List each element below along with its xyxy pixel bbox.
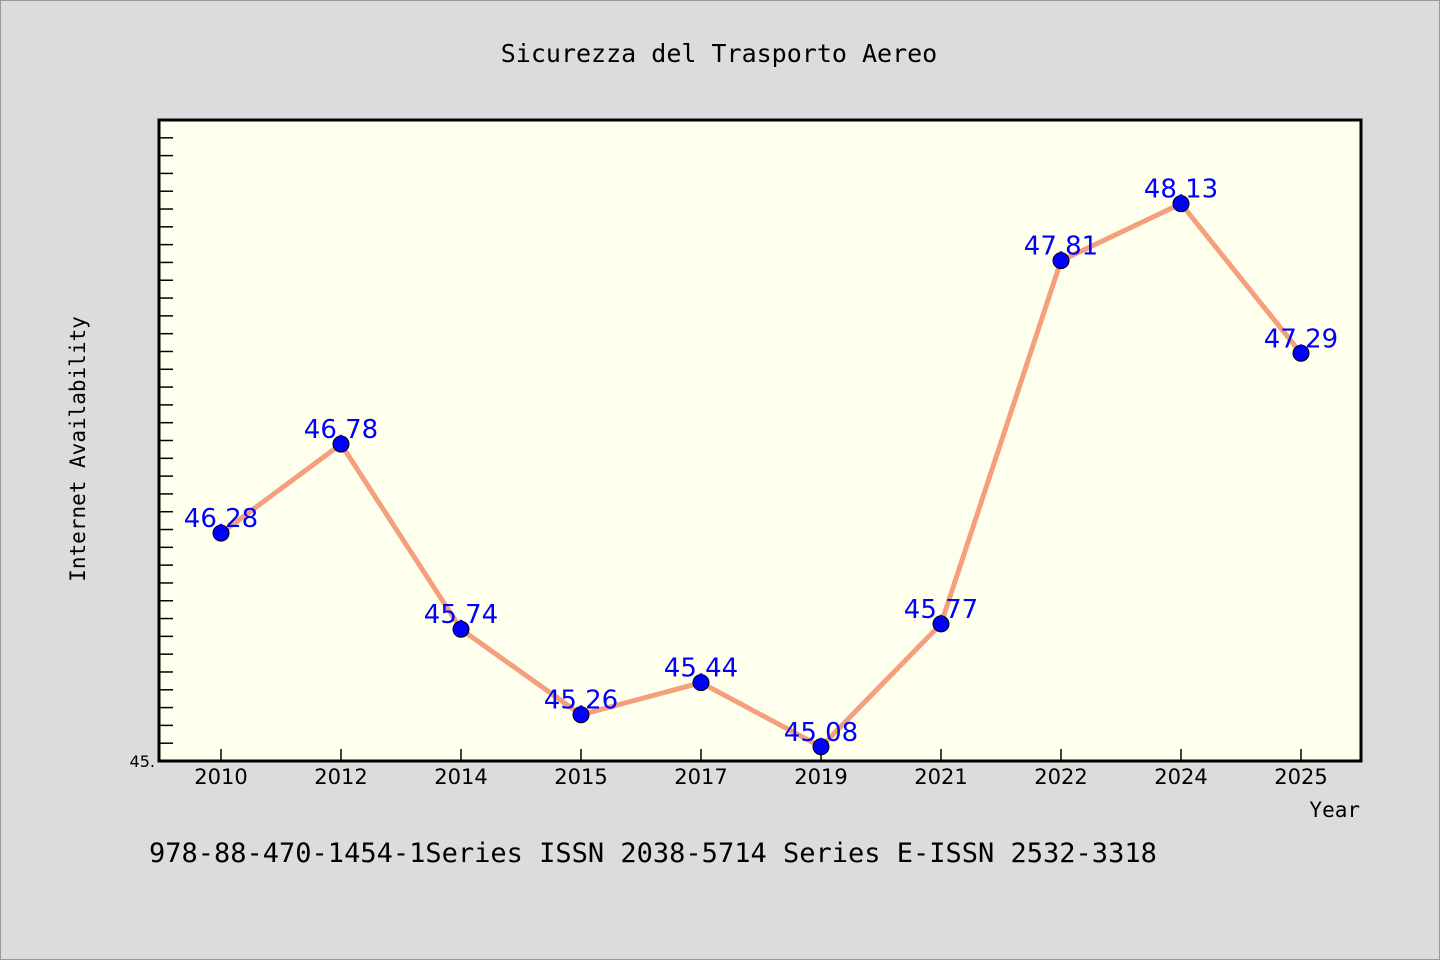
x-tick-label: 2021	[914, 765, 967, 789]
x-tick-label: 2015	[554, 765, 607, 789]
y-tick-label: 45.	[130, 752, 155, 771]
x-tick-label: 2010	[194, 765, 247, 789]
data-label: 45.26	[544, 686, 618, 716]
data-point	[1292, 344, 1310, 362]
data-point	[692, 674, 710, 692]
x-tick-label: 2014	[434, 765, 487, 789]
plot-area	[157, 118, 1363, 763]
x-tick-label: 2012	[314, 765, 367, 789]
data-label: 45.74	[424, 600, 498, 630]
data-point	[932, 615, 950, 633]
data-point	[212, 524, 230, 542]
data-point	[572, 706, 590, 724]
y-axis-ticks	[159, 137, 173, 744]
data-label: 45.44	[664, 654, 738, 684]
footer-text: 978-88-470-1454-1Series ISSN 2038-5714 S…	[149, 838, 1157, 869]
chart-title: Sicurezza del Trasporto Aereo	[501, 39, 938, 68]
data-label: 46.28	[184, 504, 258, 534]
data-label: 45.77	[904, 595, 978, 625]
data-label: 45.08	[784, 718, 858, 748]
y-axis-label: Internet Availability	[66, 316, 90, 582]
data-point	[1172, 195, 1190, 213]
x-tick-label: 2022	[1034, 765, 1087, 789]
data-point	[812, 738, 830, 756]
x-axis-tick-labels: 2010 2012 2014 2015 2017 2019 2021 2022 2024 2025	[194, 765, 1327, 789]
x-axis-label: Year	[1309, 798, 1360, 822]
x-tick-label: 2017	[674, 765, 727, 789]
x-tick-label: 2025	[1274, 765, 1327, 789]
series-line	[218, 201, 1304, 750]
x-tick-label: 2019	[794, 765, 847, 789]
data-label: 47.29	[1264, 324, 1338, 354]
data-point	[1052, 252, 1070, 270]
data-point	[332, 435, 350, 453]
data-label: 48.13	[1144, 175, 1218, 205]
y-axis-tick-labels: 45.	[130, 752, 155, 771]
x-tick-label: 2024	[1154, 765, 1207, 789]
data-label: 47.81	[1024, 232, 1098, 262]
data-point	[452, 620, 470, 638]
series-layer: 46.28 46.78 45.74 45.26 45.44 45.08 45.77 47.81…	[184, 175, 1338, 756]
data-label: 46.78	[304, 415, 378, 445]
